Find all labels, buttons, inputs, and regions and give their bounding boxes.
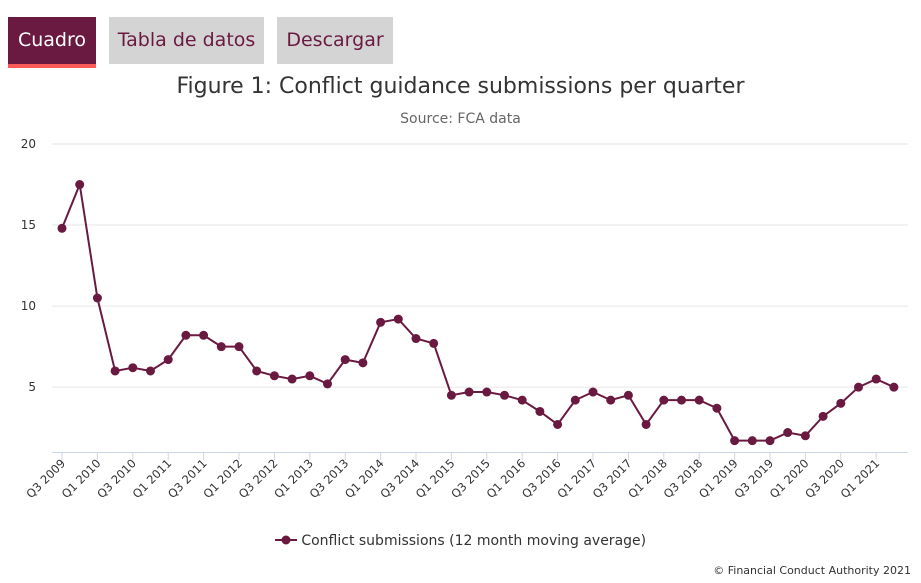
data-point [393,314,403,324]
data-point [535,406,545,416]
data-point [553,419,563,429]
data-point [216,342,226,352]
data-point [234,342,244,352]
data-point [358,358,368,368]
y-tick-label: 15 [21,218,36,232]
data-point [57,223,67,233]
data-point [606,395,616,405]
data-point [854,382,863,392]
data-point [269,371,279,381]
data-point [376,317,386,327]
legend-item[interactable]: Conflict submissions (12 month moving av… [0,533,921,549]
legend-marker-icon [274,535,297,545]
data-point [623,390,633,400]
data-point [712,403,722,413]
data-point [146,366,155,376]
legend-label: Conflict submissions (12 month moving av… [301,533,647,549]
data-point [871,374,881,384]
data-point [464,387,474,397]
data-point [500,390,509,400]
series-line [61,180,895,442]
x-tick-label: Q1 2021 [838,456,883,501]
data-point [446,390,456,400]
data-point [747,436,757,446]
data-point [411,334,421,344]
chart-subtitle: Source: FCA data [400,111,521,127]
data-point [694,395,704,405]
data-point [323,379,332,389]
data-point [517,395,527,405]
data-point [730,436,740,446]
data-point [641,419,651,429]
data-point [783,428,793,438]
tab-data-table[interactable]: Tabla de datos [109,17,264,64]
data-point [128,363,138,373]
data-point [659,395,669,405]
data-point [800,431,810,441]
data-point [252,366,262,376]
data-point [677,395,686,405]
data-point [75,180,85,190]
y-tick-label: 20 [21,137,36,151]
tab-chart[interactable]: Cuadro [8,17,96,68]
y-tick-label: 10 [21,299,36,313]
data-point [570,395,580,405]
data-point [482,387,492,397]
data-point [889,382,899,392]
data-point [836,398,846,408]
data-point [287,374,297,384]
data-point [765,436,775,446]
data-point [163,355,173,365]
credit-text: © Financial Conduct Authority 2021 [713,564,911,577]
data-point [340,355,350,365]
y-tick-label: 5 [28,380,36,394]
data-point [181,330,191,340]
data-point [92,293,102,303]
data-point [305,371,315,381]
data-point [818,411,828,421]
data-point [429,338,439,348]
chart-title: Figure 1: Conflict guidance submissions … [176,74,745,99]
data-point [199,330,209,340]
data-point [110,366,120,376]
data-point [588,387,598,397]
tab-download[interactable]: Descargar [277,17,393,64]
